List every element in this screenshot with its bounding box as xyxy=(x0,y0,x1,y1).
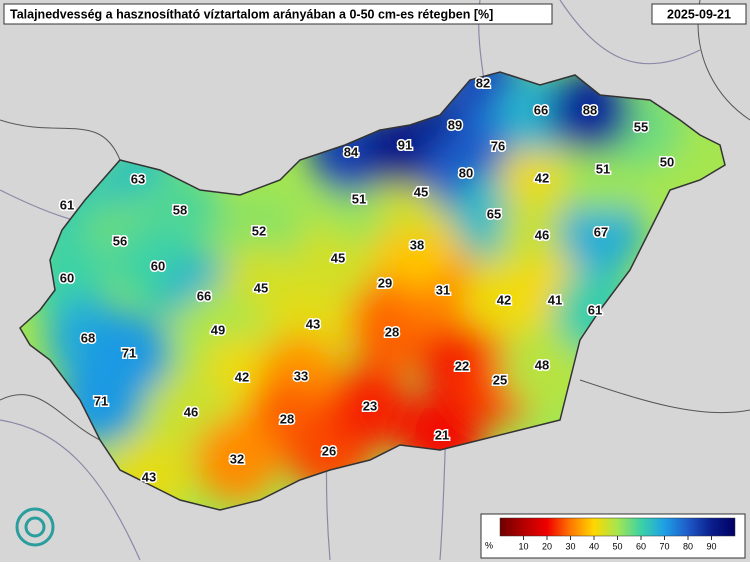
colorbar-tick-label: 50 xyxy=(612,541,622,551)
station-value: 49 xyxy=(211,322,225,337)
station-value: 25 xyxy=(493,372,507,387)
station-value: 32 xyxy=(230,451,244,466)
station-value: 91 xyxy=(398,137,412,152)
date-box xyxy=(651,3,747,25)
station-value: 52 xyxy=(252,223,266,238)
colorbar-tick-label: 80 xyxy=(683,541,693,551)
station-value: 21 xyxy=(435,427,449,442)
station-value: 45 xyxy=(414,184,428,199)
station-value: 51 xyxy=(352,191,366,206)
colorbar-scale xyxy=(499,517,736,537)
station-value: 41 xyxy=(548,292,562,307)
station-value: 45 xyxy=(331,250,345,265)
station-value: 60 xyxy=(151,258,165,273)
station-value: 66 xyxy=(197,288,211,303)
station-value: 22 xyxy=(455,358,469,373)
title-box xyxy=(3,3,553,25)
moisture-blob xyxy=(559,191,643,275)
station-value: 51 xyxy=(596,161,610,176)
station-value: 42 xyxy=(235,369,249,384)
station-value: 26 xyxy=(322,443,336,458)
station-value: 43 xyxy=(142,469,156,484)
station-value: 50 xyxy=(660,154,674,169)
date: 2025-09-21 xyxy=(667,7,731,21)
station-value: 45 xyxy=(254,280,268,295)
station-value: 28 xyxy=(385,324,399,339)
colorbar-tick-label: 10 xyxy=(518,541,528,551)
station-value: 43 xyxy=(306,316,320,331)
station-value: 89 xyxy=(448,117,462,132)
station-value: 23 xyxy=(363,398,377,413)
moisture-blob xyxy=(328,365,412,449)
station-value: 29 xyxy=(378,275,392,290)
station-labels: 61 63 58 56 60 60 52 66 45 68 71 49 43 71 42 33 46 28 32 26… xyxy=(58,74,675,486)
logo xyxy=(15,507,55,547)
station-value: 71 xyxy=(94,393,108,408)
station-value: 56 xyxy=(113,233,127,248)
station-value: 33 xyxy=(294,368,308,383)
station-value: 76 xyxy=(491,138,505,153)
station-value: 42 xyxy=(535,170,549,185)
colorbar-tick-label: 20 xyxy=(542,541,552,551)
station-value: 68 xyxy=(81,330,95,345)
colorbar-unit: % xyxy=(485,540,493,550)
moisture-blob xyxy=(195,418,279,502)
colorbar-tick-label: 90 xyxy=(706,541,716,551)
station-value: 31 xyxy=(436,282,450,297)
station-value: 55 xyxy=(634,119,648,134)
station-value: 46 xyxy=(184,404,198,419)
moisture-blob xyxy=(500,194,584,278)
station-value: 84 xyxy=(344,144,359,159)
moisture-blob xyxy=(500,324,584,408)
station-value: 63 xyxy=(131,171,145,186)
colorbar-tick-label: 70 xyxy=(659,541,669,551)
colorbar-tick-label: 60 xyxy=(636,541,646,551)
station-value: 60 xyxy=(60,270,74,285)
colorbar-tick-label: 30 xyxy=(565,541,575,551)
colorbar: % 10 20 30 40 50 60 70 80 90 xyxy=(480,513,746,559)
station-value: 88 xyxy=(583,102,597,117)
station-value: 42 xyxy=(497,292,511,307)
station-value: 66 xyxy=(534,102,548,117)
station-value: 48 xyxy=(535,357,549,372)
station-value: 28 xyxy=(280,411,294,426)
station-value: 61 xyxy=(588,302,602,317)
colorbar-tick-label: 40 xyxy=(589,541,599,551)
station-value: 67 xyxy=(594,224,608,239)
station-value: 46 xyxy=(535,227,549,242)
station-value: 80 xyxy=(459,165,473,180)
station-value: 65 xyxy=(487,206,501,221)
title: Talajnedvesség a hasznosítható víztartal… xyxy=(10,7,493,21)
station-value: 71 xyxy=(122,345,136,360)
station-value: 61 xyxy=(60,197,74,212)
station-value: 82 xyxy=(476,75,490,90)
station-value: 38 xyxy=(410,237,424,252)
station-value: 58 xyxy=(173,202,187,217)
